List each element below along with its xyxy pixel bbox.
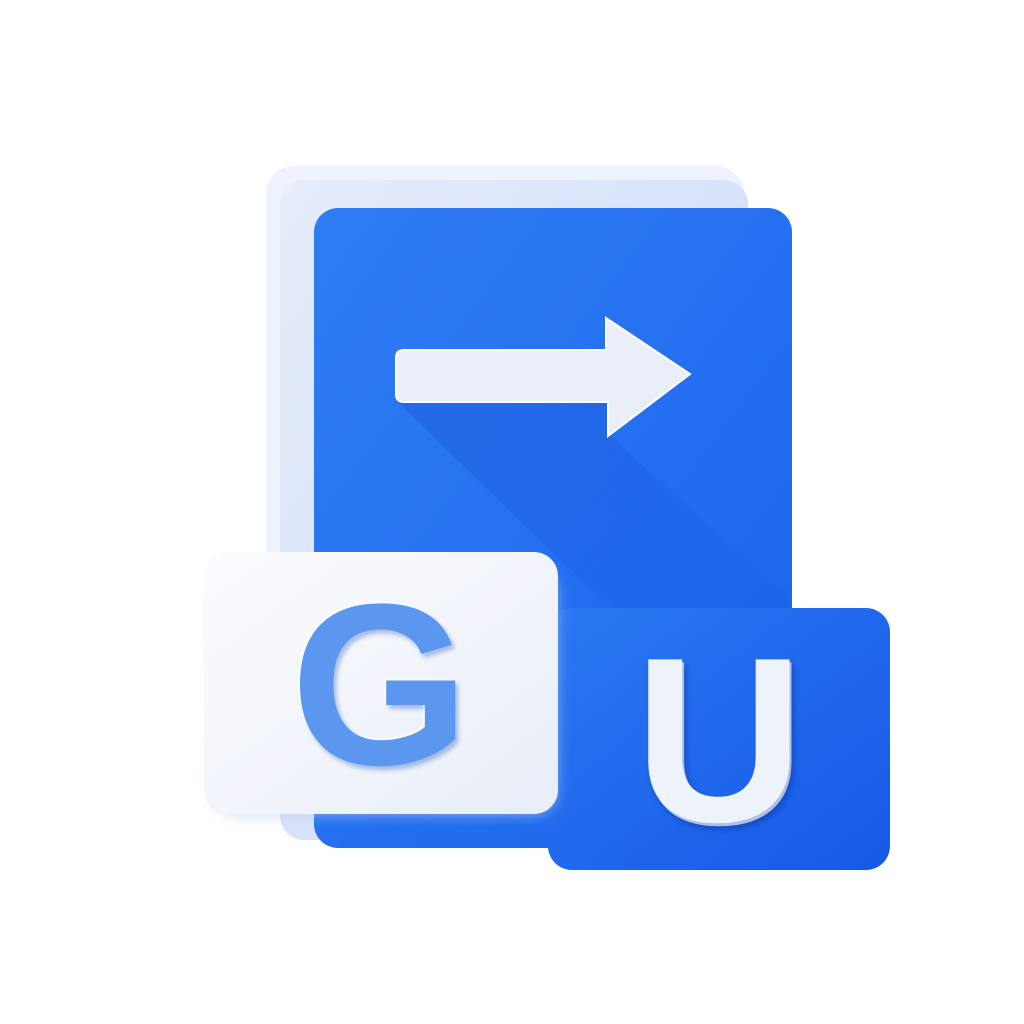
letter-g: G	[290, 556, 470, 813]
g-tile	[204, 552, 558, 816]
letter-u: U	[634, 608, 804, 871]
u-tile	[548, 608, 890, 870]
arrow-right-icon	[395, 316, 692, 439]
